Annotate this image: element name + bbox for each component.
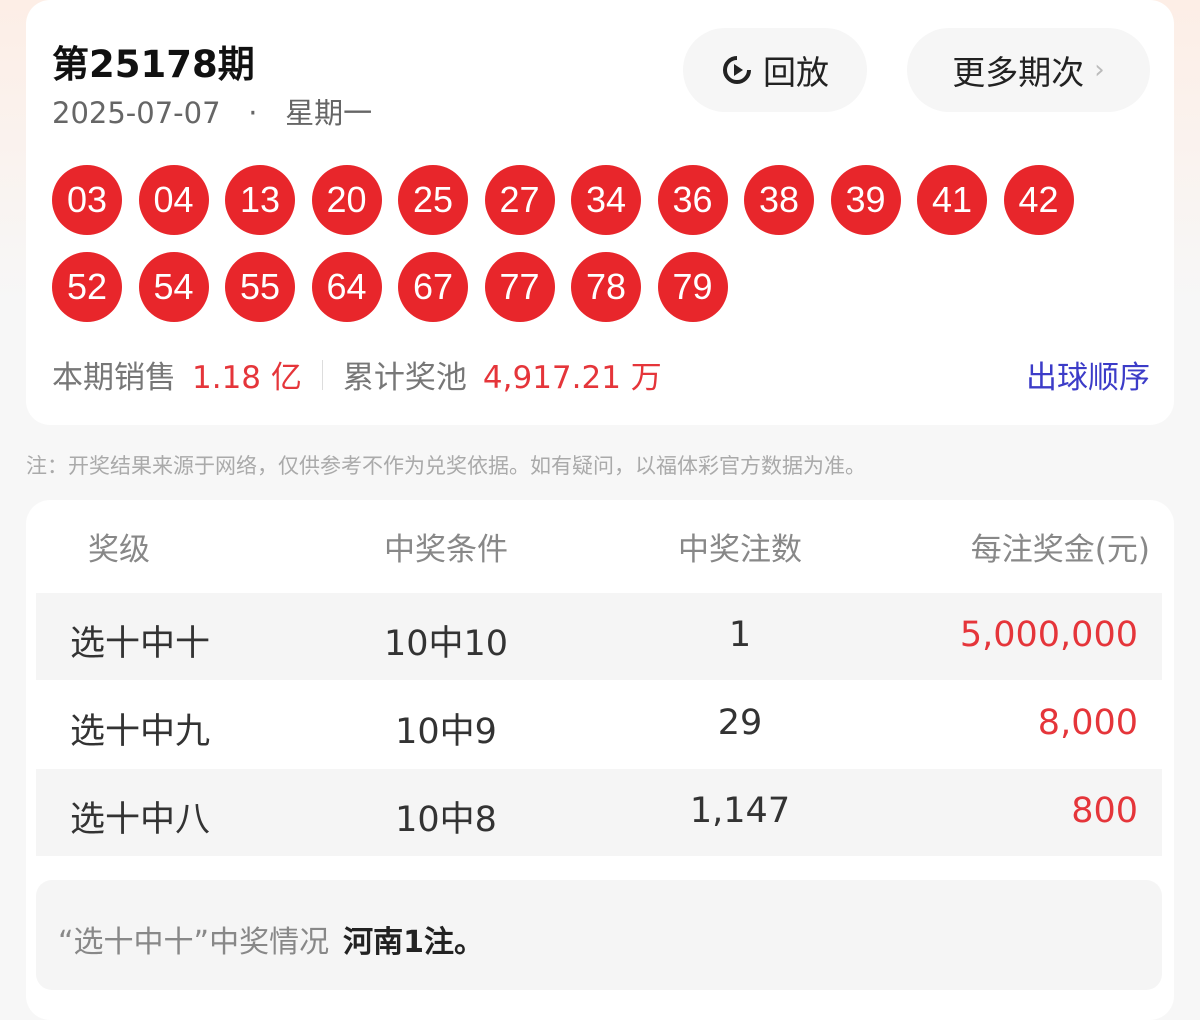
number-ball: 20 bbox=[311, 165, 382, 235]
divider bbox=[321, 359, 323, 390]
number-ball: 38 bbox=[744, 165, 814, 235]
number-ball: 41 bbox=[917, 165, 987, 235]
pool-value: 4,917.21 万 bbox=[482, 360, 662, 396]
number-ball: 77 bbox=[484, 252, 555, 322]
prize-level: 选十中十 bbox=[70, 624, 211, 664]
win-condition: 10中8 bbox=[395, 800, 497, 840]
sales-value: 1.18 亿 bbox=[192, 360, 302, 396]
prize-table-card: 奖级 中奖条件 中奖注数 每注奖金(元) 选十中十 10中10 1 5,000,000… bbox=[26, 500, 1174, 1020]
date-text: 2025-07-07 bbox=[52, 96, 221, 130]
number-ball: 78 bbox=[571, 252, 641, 322]
winners-value: 河南1注。 bbox=[343, 925, 484, 960]
win-condition: 10中9 bbox=[395, 712, 497, 752]
number-ball: 67 bbox=[398, 252, 468, 322]
draw-date: 2025-07-07 · 星期一 bbox=[52, 90, 372, 132]
win-condition: 10中10 bbox=[383, 624, 509, 664]
table-header: 奖级 中奖条件 中奖注数 每注奖金(元) bbox=[26, 524, 1174, 570]
more-issues-button[interactable]: 更多期次 › bbox=[907, 28, 1150, 112]
number-ball: 39 bbox=[830, 165, 901, 235]
prize-amount: 8,000 bbox=[1037, 703, 1138, 743]
number-ball: 64 bbox=[311, 252, 382, 322]
header-count: 中奖注数 bbox=[678, 532, 802, 568]
disclaimer-note: 注：开奖结果来源于网络，仅供参考不作为兑奖依据。如有疑问，以福体彩官方数据为准。 bbox=[26, 454, 866, 478]
number-ball: 27 bbox=[484, 165, 555, 235]
prize-level: 选十中九 bbox=[70, 712, 211, 752]
ball-order-link[interactable]: 出球顺序 bbox=[1026, 360, 1150, 396]
header-prize: 每注奖金(元) bbox=[970, 532, 1150, 568]
sales-info: 本期销售 1.18 亿 累计奖池 4,917.21 万 出球顺序 bbox=[52, 352, 1150, 397]
replay-icon bbox=[723, 56, 751, 84]
issue-title: 第25178期 bbox=[52, 43, 255, 86]
prize-amount: 5,000,000 bbox=[959, 615, 1138, 655]
number-ball: 79 bbox=[657, 252, 728, 322]
win-count: 1,147 bbox=[689, 791, 791, 831]
chevron-right-icon: › bbox=[1094, 55, 1105, 85]
number-ball: 13 bbox=[225, 165, 295, 235]
number-ball: 54 bbox=[138, 252, 209, 322]
number-ball: 42 bbox=[1003, 165, 1074, 235]
winners-label: “选十中十”中奖情况 bbox=[58, 925, 330, 960]
win-count: 1 bbox=[728, 615, 752, 655]
winning-numbers: 03 04 13 20 25 27 34 36 38 39 41 42 52 54 55 64 67 77 78 79 bbox=[52, 165, 1152, 322]
number-ball: 25 bbox=[398, 165, 468, 235]
table-row: 选十中八 10中8 1,147 800 bbox=[36, 769, 1162, 856]
number-ball: 34 bbox=[571, 165, 641, 235]
table-row: 选十中十 10中10 1 5,000,000 bbox=[36, 593, 1162, 680]
sales-label: 本期销售 bbox=[52, 360, 176, 396]
winners-info: “选十中十”中奖情况 河南1注。 bbox=[36, 880, 1162, 990]
replay-button[interactable]: 回放 bbox=[683, 28, 867, 112]
prize-amount: 800 bbox=[1071, 791, 1138, 831]
header-condition: 中奖条件 bbox=[384, 532, 508, 568]
number-ball: 55 bbox=[225, 252, 295, 322]
draw-result-card: 第25178期 2025-07-07 · 星期一 回放 更多期次 › 03 04 1… bbox=[26, 0, 1174, 425]
more-label: 更多期次 bbox=[952, 53, 1085, 92]
separator: · bbox=[248, 96, 258, 130]
prize-level: 选十中八 bbox=[70, 800, 211, 840]
win-count: 29 bbox=[717, 703, 763, 743]
number-ball: 52 bbox=[52, 252, 122, 322]
header-level: 奖级 bbox=[88, 532, 150, 568]
weekday: 星期一 bbox=[285, 96, 373, 130]
replay-label: 回放 bbox=[763, 53, 829, 92]
pool-label: 累计奖池 bbox=[342, 360, 467, 396]
number-ball: 03 bbox=[52, 165, 122, 235]
table-row: 选十中九 10中9 29 8,000 bbox=[36, 681, 1162, 768]
number-ball: 36 bbox=[657, 165, 728, 235]
number-ball: 04 bbox=[138, 165, 209, 235]
